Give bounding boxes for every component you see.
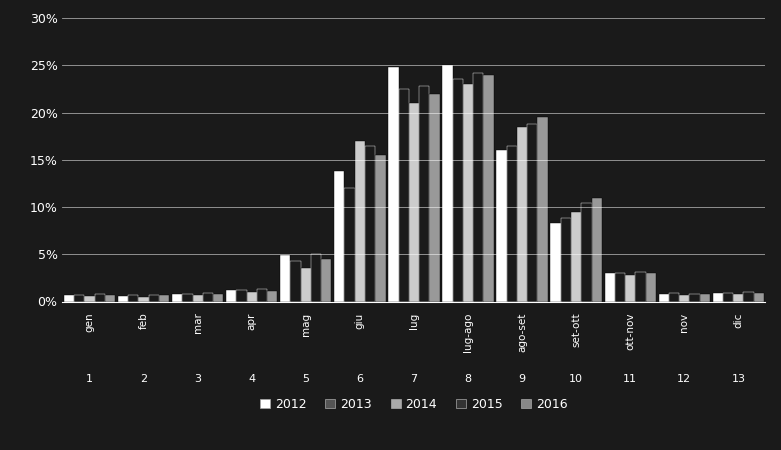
Text: 4: 4 (248, 374, 255, 384)
Bar (226, 290, 237, 302)
Bar (442, 65, 453, 302)
Bar (419, 86, 430, 302)
Bar (591, 198, 602, 302)
Bar (712, 293, 723, 302)
Text: mag: mag (301, 313, 311, 336)
Text: lug: lug (409, 313, 419, 329)
Legend: 2012, 2013, 2014, 2015, 2016: 2012, 2013, 2014, 2015, 2016 (255, 393, 573, 416)
Text: ago-set: ago-set (517, 313, 527, 352)
Text: apr: apr (247, 313, 257, 330)
Bar (192, 295, 203, 302)
Bar (507, 145, 517, 302)
Bar (138, 297, 148, 302)
Bar (604, 273, 615, 302)
Bar (473, 73, 483, 302)
Bar (646, 273, 656, 302)
Text: 2: 2 (140, 374, 147, 384)
Bar (334, 171, 344, 302)
Bar (182, 294, 192, 302)
Bar (635, 272, 646, 302)
Text: 6: 6 (356, 374, 363, 384)
Bar (669, 293, 679, 302)
Bar (658, 294, 669, 302)
Bar (213, 294, 223, 302)
Text: 3: 3 (194, 374, 201, 384)
Bar (551, 223, 561, 302)
Text: giu: giu (355, 313, 365, 329)
Text: 13: 13 (731, 374, 745, 384)
Bar (483, 75, 494, 302)
Bar (172, 294, 182, 302)
Text: 1: 1 (86, 374, 93, 384)
Bar (388, 67, 398, 302)
Bar (280, 255, 291, 302)
Bar (408, 103, 419, 302)
Text: mar: mar (193, 313, 202, 333)
Text: dic: dic (733, 313, 744, 328)
Bar (430, 94, 440, 302)
Bar (571, 212, 581, 302)
Bar (744, 292, 754, 302)
Bar (95, 294, 105, 302)
Bar (128, 295, 138, 302)
Bar (375, 155, 386, 302)
Text: feb: feb (138, 313, 148, 329)
Text: lug-ago: lug-ago (463, 313, 473, 352)
Bar (497, 150, 507, 302)
Bar (267, 291, 277, 302)
Bar (64, 295, 74, 302)
Bar (247, 292, 257, 302)
Text: 5: 5 (302, 374, 309, 384)
Bar (237, 290, 247, 302)
Bar (463, 84, 473, 302)
Bar (148, 295, 159, 302)
Bar (754, 293, 764, 302)
Bar (615, 273, 625, 302)
Text: set-ott: set-ott (571, 313, 581, 347)
Bar (301, 268, 311, 302)
Bar (733, 294, 744, 302)
Text: gen: gen (84, 313, 95, 332)
Text: 12: 12 (677, 374, 691, 384)
Bar (118, 296, 128, 302)
Bar (398, 89, 408, 302)
Bar (257, 289, 267, 302)
Bar (625, 275, 635, 302)
Text: ott-nov: ott-nov (626, 313, 635, 350)
Bar (291, 261, 301, 302)
Bar (517, 126, 527, 302)
Bar (690, 294, 700, 302)
Bar (537, 117, 547, 302)
Bar (321, 259, 331, 302)
Bar (74, 295, 84, 302)
Bar (159, 295, 169, 302)
Bar (723, 293, 733, 302)
Bar (203, 293, 213, 302)
Bar (311, 254, 321, 302)
Bar (700, 294, 710, 302)
Bar (581, 203, 591, 302)
Text: 9: 9 (519, 374, 526, 384)
Bar (453, 79, 463, 302)
Text: 8: 8 (465, 374, 472, 384)
Bar (355, 141, 365, 302)
Bar (344, 188, 355, 302)
Bar (527, 124, 537, 302)
Bar (561, 218, 571, 302)
Text: 11: 11 (623, 374, 637, 384)
Text: nov: nov (679, 313, 690, 332)
Text: 7: 7 (410, 374, 418, 384)
Text: 10: 10 (569, 374, 583, 384)
Bar (84, 296, 95, 302)
Bar (679, 295, 690, 302)
Bar (365, 145, 376, 302)
Bar (105, 295, 116, 302)
